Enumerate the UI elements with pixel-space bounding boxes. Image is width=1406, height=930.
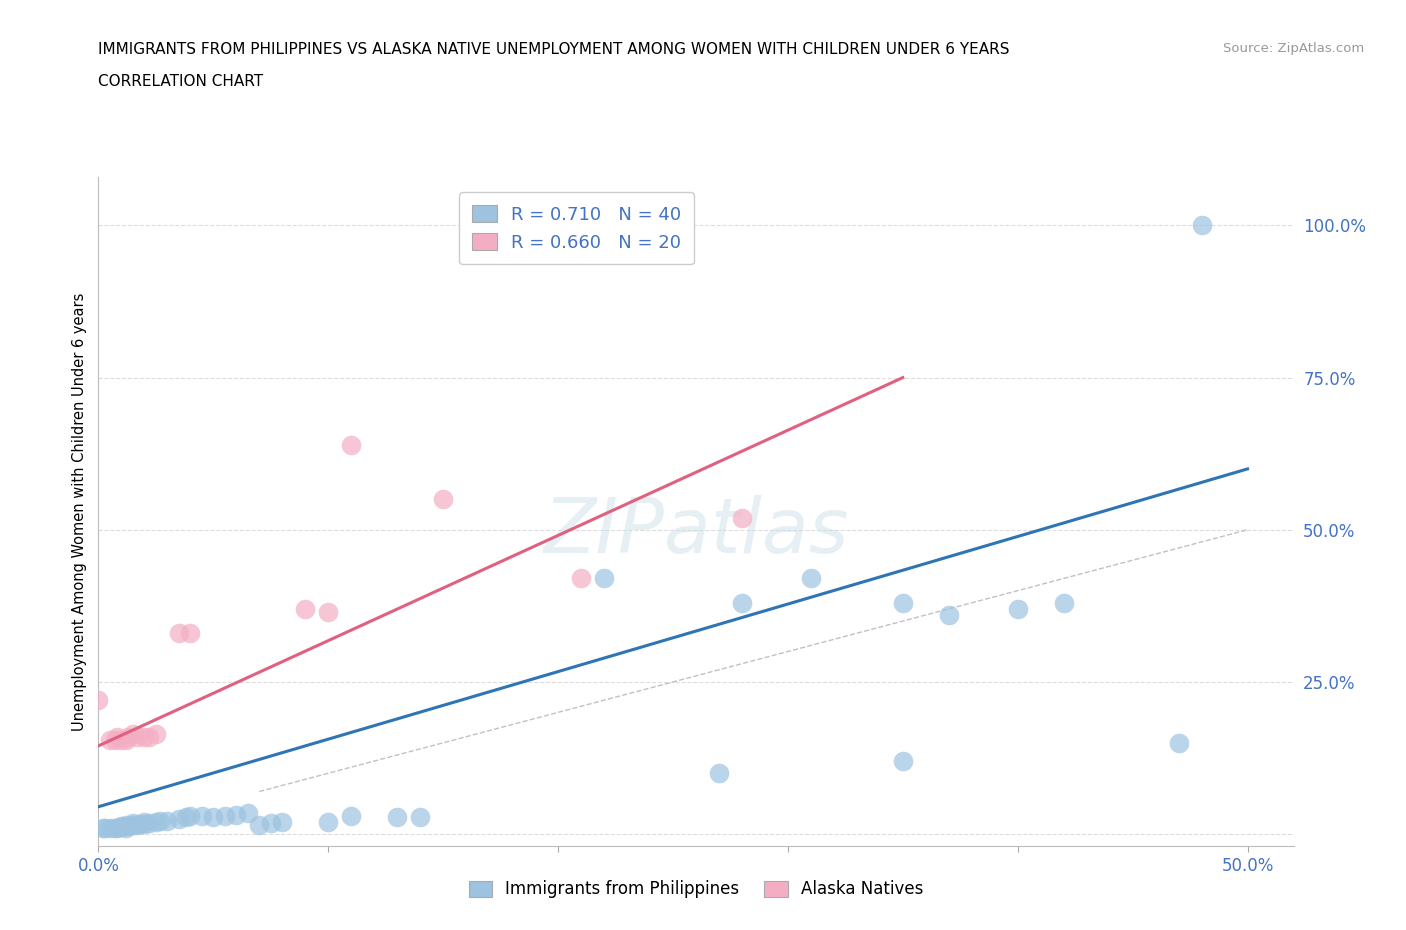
Point bbox=[891, 595, 914, 610]
Point bbox=[1007, 602, 1029, 617]
Point bbox=[127, 817, 149, 832]
Point bbox=[134, 729, 156, 744]
Point bbox=[115, 732, 138, 747]
Point bbox=[103, 820, 125, 835]
Point bbox=[149, 814, 172, 829]
Point bbox=[593, 571, 616, 586]
Point bbox=[247, 817, 270, 832]
Text: Source: ZipAtlas.com: Source: ZipAtlas.com bbox=[1223, 42, 1364, 55]
Point bbox=[138, 729, 160, 744]
Point bbox=[156, 814, 179, 829]
Point bbox=[167, 626, 190, 641]
Point bbox=[316, 604, 339, 619]
Point bbox=[174, 810, 197, 825]
Point bbox=[191, 808, 214, 823]
Point bbox=[115, 820, 138, 835]
Point bbox=[294, 602, 316, 617]
Point bbox=[134, 817, 156, 831]
Legend: Immigrants from Philippines, Alaska Natives: Immigrants from Philippines, Alaska Nati… bbox=[463, 873, 929, 905]
Point bbox=[87, 693, 110, 708]
Point bbox=[731, 595, 754, 610]
Point bbox=[122, 817, 145, 832]
Point bbox=[105, 729, 128, 744]
Point bbox=[409, 810, 432, 825]
Point bbox=[236, 805, 259, 820]
Point bbox=[800, 571, 823, 586]
Point bbox=[1053, 595, 1076, 610]
Point bbox=[110, 818, 132, 833]
Point bbox=[105, 820, 128, 835]
Point bbox=[145, 726, 167, 741]
Point bbox=[127, 729, 149, 744]
Point bbox=[179, 808, 201, 823]
Point bbox=[385, 810, 409, 825]
Point bbox=[91, 820, 114, 835]
Point bbox=[128, 817, 150, 831]
Point bbox=[891, 753, 914, 768]
Point bbox=[340, 437, 363, 452]
Point bbox=[117, 818, 139, 833]
Point bbox=[225, 807, 247, 822]
Point bbox=[260, 816, 283, 830]
Point bbox=[115, 817, 138, 832]
Point bbox=[110, 819, 132, 834]
Point bbox=[731, 511, 754, 525]
Point bbox=[103, 732, 125, 747]
Text: ZIPatlas: ZIPatlas bbox=[543, 495, 849, 568]
Point bbox=[117, 729, 139, 744]
Point bbox=[145, 815, 167, 830]
Point bbox=[316, 815, 339, 830]
Point bbox=[271, 815, 294, 830]
Point bbox=[94, 820, 117, 835]
Point bbox=[110, 732, 132, 747]
Point bbox=[98, 820, 121, 835]
Point bbox=[202, 810, 225, 825]
Point bbox=[134, 815, 156, 830]
Point bbox=[569, 571, 592, 586]
Point bbox=[707, 765, 730, 780]
Point bbox=[167, 812, 190, 827]
Point bbox=[122, 816, 145, 830]
Point bbox=[938, 607, 960, 622]
Point bbox=[179, 626, 201, 641]
Point bbox=[432, 492, 454, 507]
Y-axis label: Unemployment Among Women with Children Under 6 years: Unemployment Among Women with Children U… bbox=[72, 292, 87, 731]
Point bbox=[1191, 218, 1213, 232]
Point bbox=[138, 816, 160, 830]
Text: IMMIGRANTS FROM PHILIPPINES VS ALASKA NATIVE UNEMPLOYMENT AMONG WOMEN WITH CHILD: IMMIGRANTS FROM PHILIPPINES VS ALASKA NA… bbox=[98, 42, 1010, 57]
Point bbox=[340, 808, 363, 823]
Point bbox=[1167, 736, 1189, 751]
Point bbox=[98, 732, 121, 747]
Text: CORRELATION CHART: CORRELATION CHART bbox=[98, 74, 263, 89]
Point bbox=[122, 726, 145, 741]
Point bbox=[214, 808, 236, 823]
